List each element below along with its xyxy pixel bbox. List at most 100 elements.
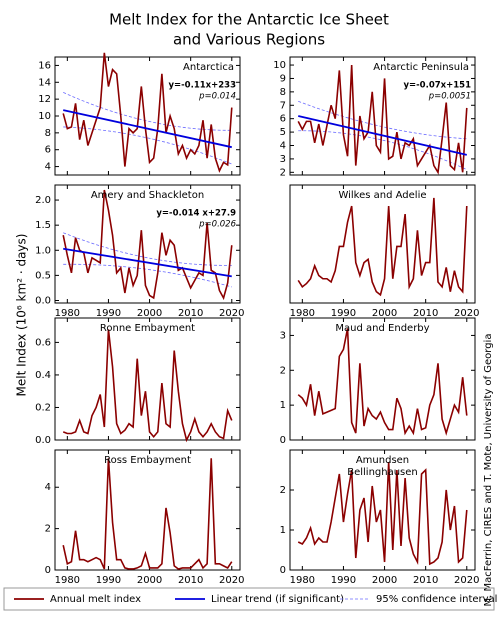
panel-frame (54, 449, 241, 571)
trend-line (63, 247, 232, 278)
panel-frame (54, 184, 241, 304)
x-tick-label: 2010 (178, 575, 203, 586)
trend-line (63, 109, 232, 149)
p-value: p=0.026 (198, 220, 236, 230)
panel-frame (289, 317, 476, 441)
melt-line (62, 329, 233, 443)
x-tick-label: 2020 (454, 575, 479, 586)
y-tick-label: 2 (280, 485, 286, 496)
y-tick-label: 2 (280, 167, 286, 178)
confidence-interval (63, 126, 232, 165)
melt-line (62, 458, 233, 570)
legend-box (3, 587, 495, 611)
confidence-interval (63, 263, 232, 288)
y-tick-label: 14 (38, 77, 51, 88)
y-tick-label: 6 (45, 145, 51, 156)
confidence-interval (63, 92, 232, 131)
y-tick-label: 16 (38, 60, 51, 71)
y-tick-label: 7 (280, 100, 286, 111)
y-tick-label: 3 (280, 330, 286, 341)
y-tick-label: 10 (273, 60, 286, 71)
panel-title: Amundsen (356, 455, 409, 466)
y-tick-label: 0 (45, 565, 51, 576)
confidence-interval (63, 232, 232, 266)
panel-frame (289, 56, 476, 176)
y-axis-label: Melt Index (10⁶ km² · days) (15, 234, 29, 397)
x-tick-label: 2020 (219, 575, 244, 586)
credit: M. MacFerrin, CIRES and T. Mote, Univers… (483, 334, 494, 607)
y-tick-label: 4 (45, 482, 51, 493)
panel-title: Wilkes and Adelie (338, 190, 426, 201)
x-tick-label: 1990 (96, 308, 121, 319)
y-tick-label: 5 (280, 127, 286, 138)
y-tick-label: 0.5 (35, 270, 51, 281)
x-tick-label: 2010 (178, 308, 203, 319)
x-tick-label: 2000 (372, 575, 397, 586)
x-tick-label: 2000 (372, 308, 397, 319)
legend-label: Linear trend (if significant) (211, 594, 344, 605)
y-tick-label: 1 (280, 525, 286, 536)
panel-title: Maud and Enderby (335, 323, 429, 334)
melt-line (297, 328, 468, 436)
y-tick-label: 3 (280, 154, 286, 165)
legend-label: Annual melt index (50, 594, 141, 605)
y-tick-label: 4 (45, 162, 51, 173)
melt-line (297, 197, 468, 297)
x-tick-label: 1980 (55, 308, 80, 319)
y-tick-label: 2 (45, 524, 51, 535)
p-value: p=0.0051 (428, 92, 471, 102)
y-tick-label: 0.0 (35, 295, 51, 306)
p-value: p=0.014 (198, 92, 236, 102)
y-tick-label: 8 (45, 128, 51, 139)
y-tick-label: 0 (280, 565, 286, 576)
x-tick-label: 2020 (454, 308, 479, 319)
y-tick-label: 1 (280, 400, 286, 411)
melt-line (297, 65, 468, 175)
y-tick-label: 8 (280, 87, 286, 98)
y-tick-label: 2 (280, 365, 286, 376)
melt-line (297, 461, 468, 566)
x-tick-label: 1990 (331, 575, 356, 586)
y-tick-label: 0.6 (35, 337, 51, 348)
x-tick-label: 1990 (96, 575, 121, 586)
x-tick-label: 1980 (290, 308, 315, 319)
trend-equation: y=-0.11x+233 (168, 81, 236, 91)
panel-title: Antarctic Peninsula (373, 62, 469, 73)
y-tick-label: 0 (280, 435, 286, 446)
panel-title: Antarctica (183, 62, 234, 73)
panel-frame (54, 317, 241, 441)
trend-line (298, 115, 467, 156)
y-tick-label: 9 (280, 73, 286, 84)
melt-line (62, 52, 233, 173)
confidence-interval (298, 130, 467, 170)
panel-title: Amery and Shackleton (91, 190, 204, 201)
y-tick-label: 1.5 (35, 220, 51, 231)
x-tick-label: 1990 (331, 308, 356, 319)
y-tick-label: 1.0 (35, 245, 51, 256)
chart-title: Melt Index for the Antarctic Ice Sheet (109, 11, 389, 29)
chart-title: and Various Regions (173, 31, 325, 49)
y-tick-label: 0.0 (35, 435, 51, 446)
melt-line (62, 189, 233, 301)
panel-frame (289, 449, 476, 571)
confidence-interval (298, 100, 467, 140)
y-tick-label: 6 (280, 114, 286, 125)
x-tick-label: 2000 (137, 308, 162, 319)
panel-frame (289, 184, 476, 304)
x-tick-label: 2010 (413, 308, 438, 319)
legend-label: 95% confidence interval (376, 594, 497, 605)
y-tick-label: 2.0 (35, 195, 51, 206)
trend-equation: y=-0.014 x+27.9 (156, 209, 236, 219)
y-tick-label: 0.4 (35, 370, 51, 381)
y-tick-label: 10 (38, 111, 51, 122)
y-tick-label: 4 (280, 141, 286, 152)
trend-equation: y=-0.07x+151 (403, 81, 471, 91)
panel-title: Bellinghausen (347, 467, 418, 478)
x-tick-label: 2010 (413, 575, 438, 586)
x-tick-label: 1980 (55, 575, 80, 586)
y-tick-label: 12 (38, 94, 51, 105)
x-tick-label: 1980 (290, 575, 315, 586)
y-tick-label: 0.2 (35, 402, 51, 413)
x-tick-label: 2020 (219, 308, 244, 319)
